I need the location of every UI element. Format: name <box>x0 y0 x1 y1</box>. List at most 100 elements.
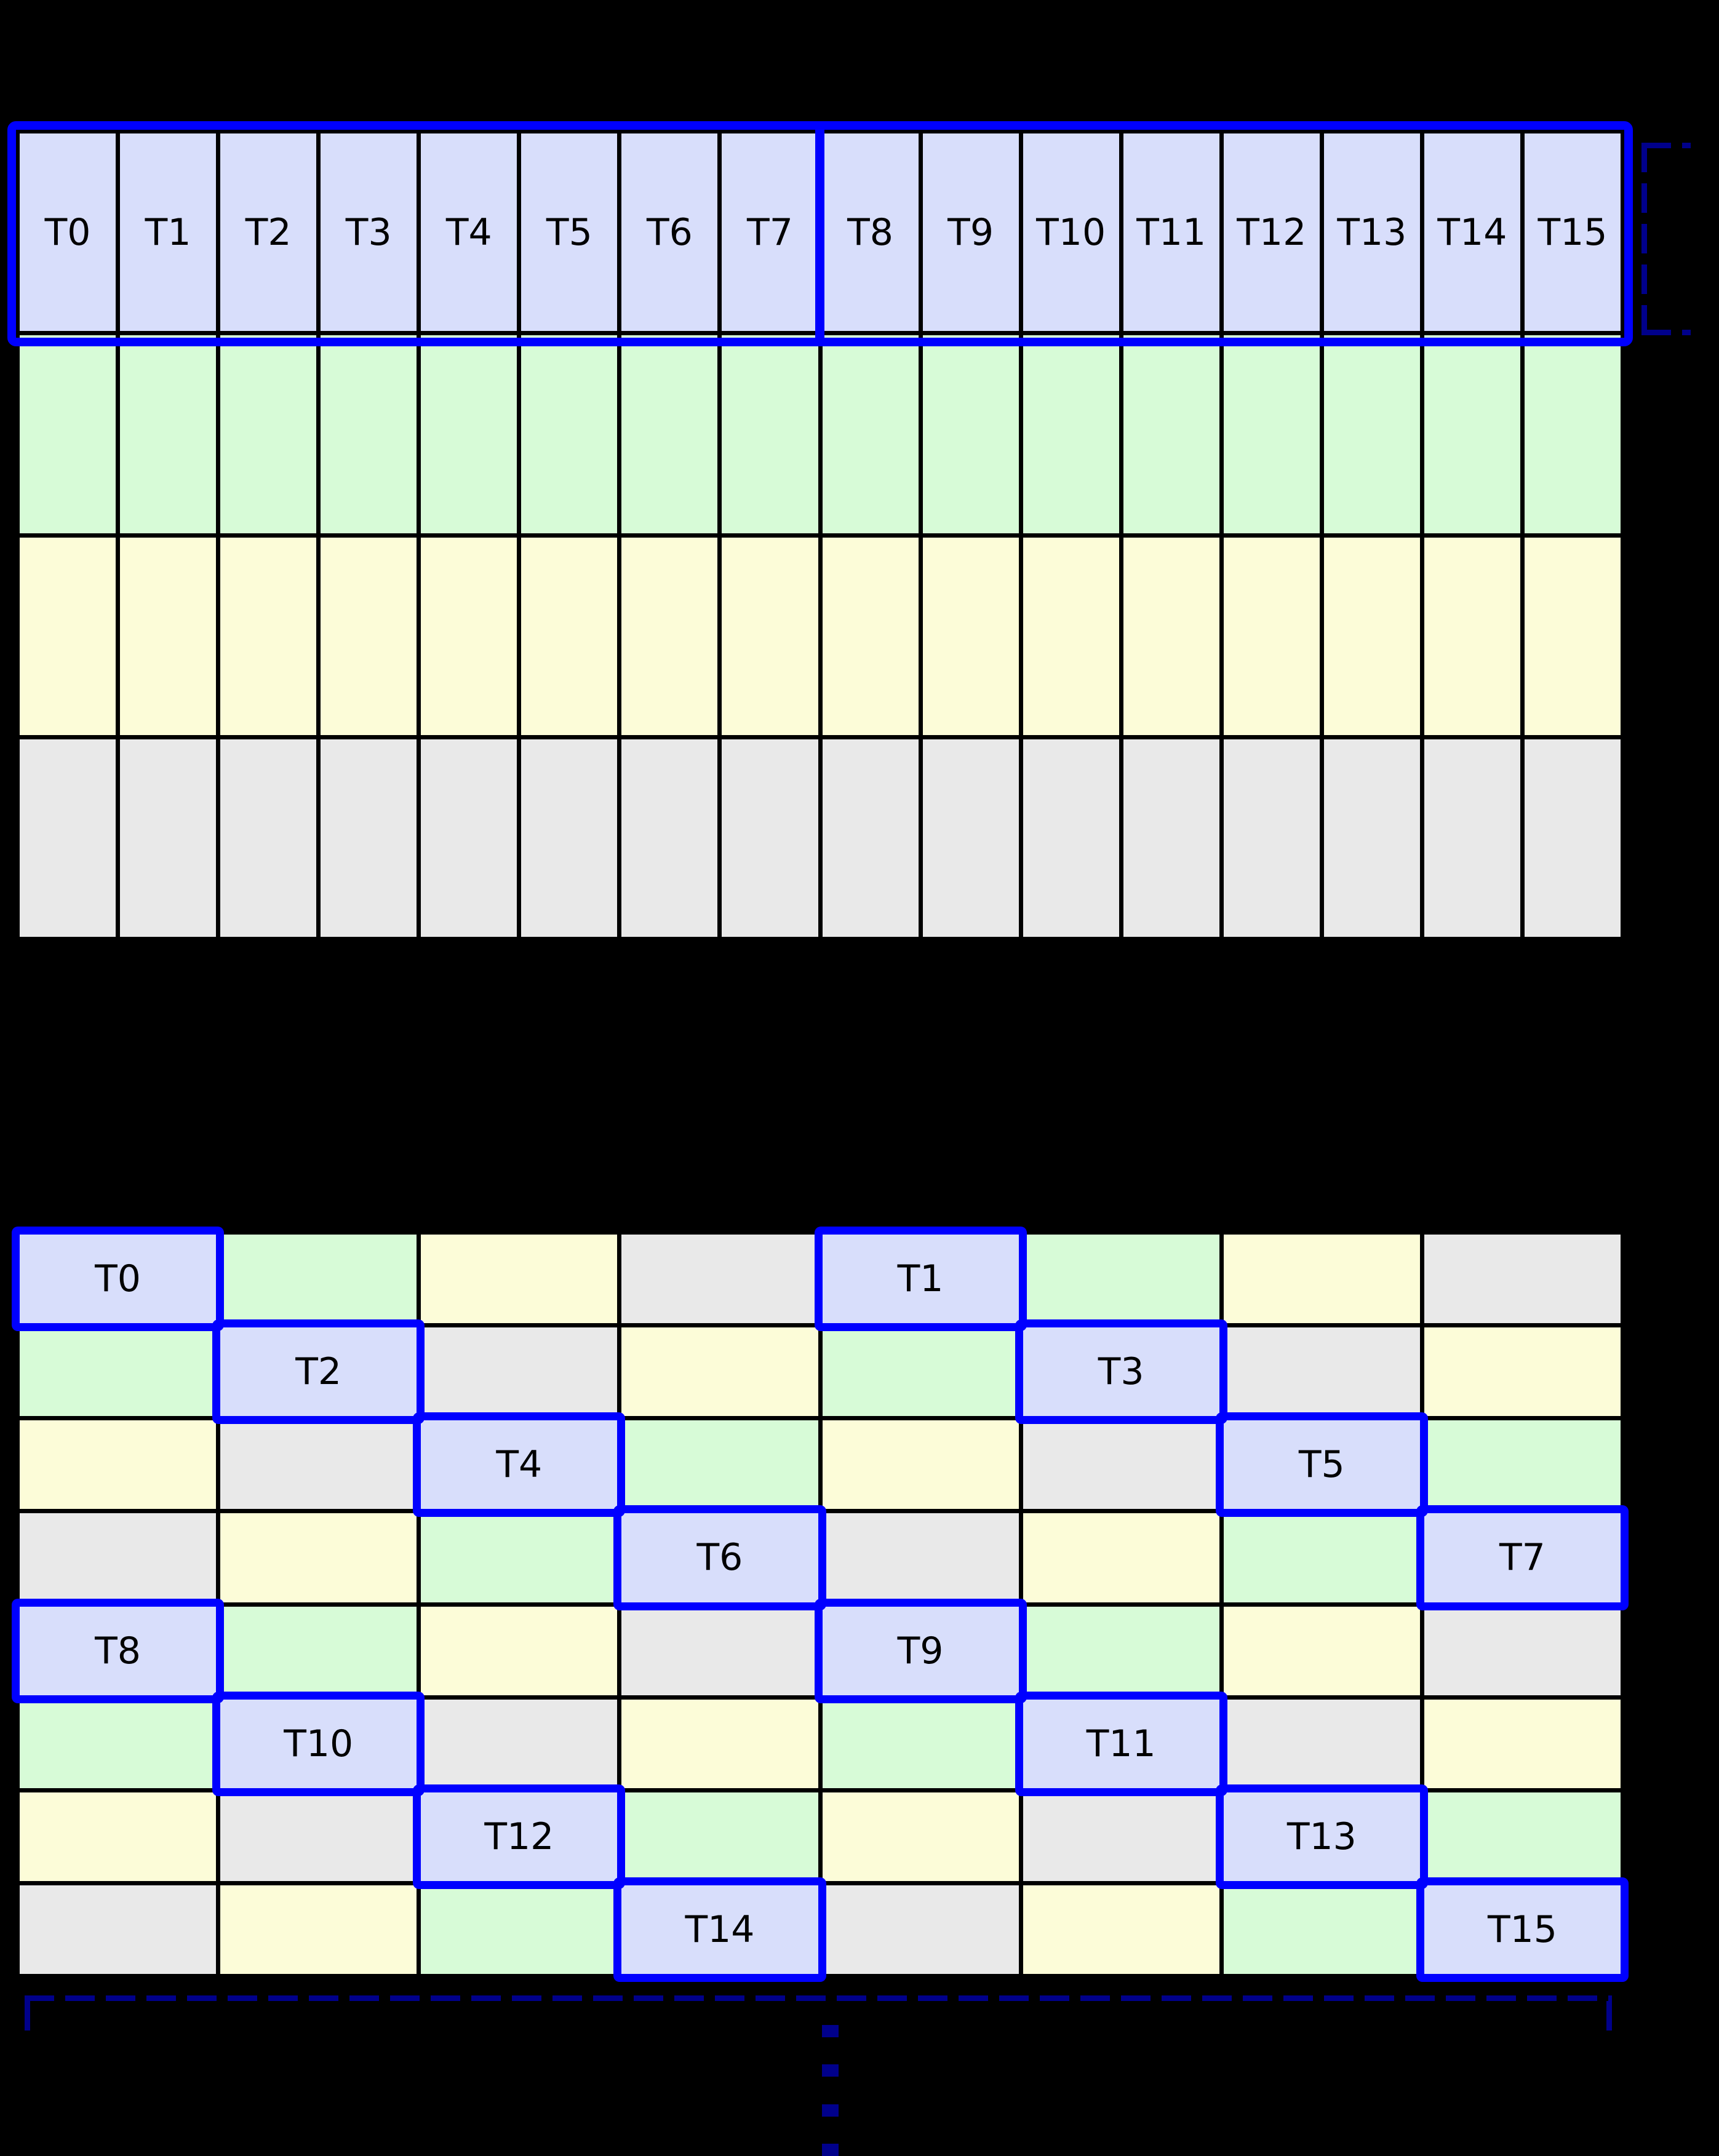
thread-label: T14 <box>1437 210 1507 254</box>
swizzled-grid-cell-r7-c5 <box>1023 1885 1219 1974</box>
top-grid-cell-r2-c13 <box>1323 537 1420 735</box>
continuation-ellipsis-icon <box>822 2025 839 2156</box>
top-grid-cell-r0-c15: T15 <box>1524 133 1621 332</box>
thread-label: T10 <box>284 1722 354 1765</box>
thread-label: T6 <box>646 210 693 254</box>
thread-label: T15 <box>1538 210 1608 254</box>
top-grid-cell-r3-c3 <box>321 739 417 937</box>
swizzled-grid-cell-r5-c6 <box>1223 1699 1420 1788</box>
swizzled-grid-cell-r0-c5 <box>1023 1235 1219 1324</box>
swizzled-grid-cell-r2-c0 <box>20 1420 217 1510</box>
thread-label: T0 <box>95 1257 141 1301</box>
swizzled-grid-cell-r7-c2 <box>421 1885 618 1974</box>
top-grid-cell-r2-c12 <box>1223 537 1320 735</box>
top-grid-cell-r3-c4 <box>421 739 517 937</box>
top-grid-cell-r1-c0 <box>20 335 116 533</box>
swizzled-grid-cell-r4-c7 <box>1424 1606 1621 1695</box>
swizzled-grid-cell-r6-c4 <box>822 1792 1019 1881</box>
swizzled-grid-cell-r1-c0 <box>20 1327 217 1417</box>
swizzled-grid-cell-r2-c6: T5 <box>1215 1412 1428 1518</box>
swizzled-grid-cell-r7-c6 <box>1223 1885 1420 1974</box>
swizzled-grid-cell-r6-c6: T13 <box>1215 1784 1428 1889</box>
swizzled-grid-cell-r7-c0 <box>20 1885 217 1974</box>
top-grid-cell-r1-c12 <box>1223 335 1320 533</box>
swizzled-grid-cell-r5-c1: T10 <box>212 1691 425 1796</box>
grid-width-bracket-left-end <box>25 2001 30 2039</box>
swizzled-grid-cell-r5-c0 <box>20 1699 217 1788</box>
thread-label: T5 <box>546 210 592 254</box>
swizzled-grid-cell-r5-c3 <box>621 1699 818 1788</box>
top-grid-cell-r0-c5: T5 <box>521 133 618 332</box>
swizzled-grid-cell-r1-c2 <box>421 1327 618 1417</box>
swizzled-grid-cell-r6-c1 <box>220 1792 417 1881</box>
swizzled-grid-cell-r6-c2: T12 <box>413 1784 626 1889</box>
swizzled-grid-cell-r3-c3: T6 <box>613 1505 826 1610</box>
top-grid-cell-r3-c12 <box>1223 739 1320 937</box>
swizzled-grid-cell-r4-c6 <box>1223 1606 1420 1695</box>
swizzled-grid-cell-r4-c0: T8 <box>12 1598 225 1703</box>
thread-label: T7 <box>1499 1536 1546 1580</box>
top-grid-cell-r3-c11 <box>1123 739 1219 937</box>
top-grid-cell-r3-c5 <box>521 739 618 937</box>
top-grid-cell-r2-c8 <box>822 537 919 735</box>
thread-label: T8 <box>95 1629 141 1673</box>
top-grid-cell-r3-c9 <box>922 739 1019 937</box>
top-grid-cell-r3-c7 <box>722 739 818 937</box>
swizzled-grid-cell-r1-c1: T2 <box>212 1319 425 1425</box>
top-grid-cell-r2-c1 <box>120 537 217 735</box>
top-grid-cell-r2-c15 <box>1524 537 1621 735</box>
thread-label: T14 <box>685 1907 755 1951</box>
swizzled-grid-cell-r7-c3: T14 <box>613 1877 826 1982</box>
top-grid-cell-r0-c0: T0 <box>20 133 116 332</box>
swizzled-grid-cell-r4-c3 <box>621 1606 818 1695</box>
top-grid-cell-r0-c4: T4 <box>421 133 517 332</box>
top-grid-cell-r2-c3 <box>321 537 417 735</box>
top-grid-cell-r0-c9: T9 <box>922 133 1019 332</box>
swizzled-grid-cell-r1-c5: T3 <box>1015 1319 1227 1425</box>
top-grid-cell-r2-c9 <box>922 537 1019 735</box>
swizzled-grid-cell-r6-c7 <box>1424 1792 1621 1881</box>
swizzled-grid-cell-r6-c3 <box>621 1792 818 1881</box>
swizzled-grid-cell-r0-c0: T0 <box>12 1227 225 1332</box>
top-grid-cell-r1-c2 <box>220 335 317 533</box>
swizzled-grid-cell-r1-c4 <box>822 1327 1019 1417</box>
top-grid-cell-r1-c4 <box>421 335 517 533</box>
swizzled-grid-cell-r3-c7: T7 <box>1416 1505 1629 1610</box>
top-grid-cell-r3-c8 <box>822 739 919 937</box>
top-grid-cell-r0-c3: T3 <box>321 133 417 332</box>
swizzled-grid-cell-r1-c3 <box>621 1327 818 1417</box>
top-grid-cell-r0-c1: T1 <box>120 133 217 332</box>
thread-label: T8 <box>847 210 893 254</box>
row-span-bracket-top-tick <box>1641 143 1691 148</box>
swizzled-grid-cell-r2-c1 <box>220 1420 417 1510</box>
swizzled-grid-cell-r3-c1 <box>220 1513 417 1602</box>
top-grid-cell-r2-c4 <box>421 537 517 735</box>
thread-label: T9 <box>897 1629 944 1673</box>
swizzled-grid-cell-r5-c5: T11 <box>1015 1691 1227 1796</box>
top-grid-cell-r1-c14 <box>1424 335 1520 533</box>
top-grid-cell-r1-c6 <box>621 335 718 533</box>
top-grid-cell-r1-c9 <box>922 335 1019 533</box>
swizzled-grid-cell-r4-c1 <box>220 1606 417 1695</box>
top-grid-cell-r2-c14 <box>1424 537 1520 735</box>
top-grid-cell-r2-c2 <box>220 537 317 735</box>
thread-label: T4 <box>445 210 492 254</box>
swizzled-grid-cell-r1-c7 <box>1424 1327 1621 1417</box>
top-grid-cell-r0-c10: T10 <box>1023 133 1119 332</box>
swizzled-grid-cell-r3-c0 <box>20 1513 217 1602</box>
swizzled-grid-cell-r2-c5 <box>1023 1420 1219 1510</box>
ellipsis-dot <box>822 2104 839 2117</box>
thread-label: T10 <box>1036 210 1106 254</box>
top-grid-cell-r1-c8 <box>822 335 919 533</box>
top-grid-cell-r3-c15 <box>1524 739 1621 937</box>
thread-label: T2 <box>295 1350 342 1394</box>
thread-label: T3 <box>1098 1350 1144 1394</box>
swizzled-grid-cell-r0-c6 <box>1223 1235 1420 1324</box>
thread-label: T12 <box>484 1815 554 1858</box>
top-grid-cell-r1-c10 <box>1023 335 1119 533</box>
thread-label: T0 <box>44 210 91 254</box>
thread-label: T1 <box>897 1257 944 1301</box>
top-grid-cell-r3-c6 <box>621 739 718 937</box>
top-grid-cell-r0-c11: T11 <box>1123 133 1219 332</box>
